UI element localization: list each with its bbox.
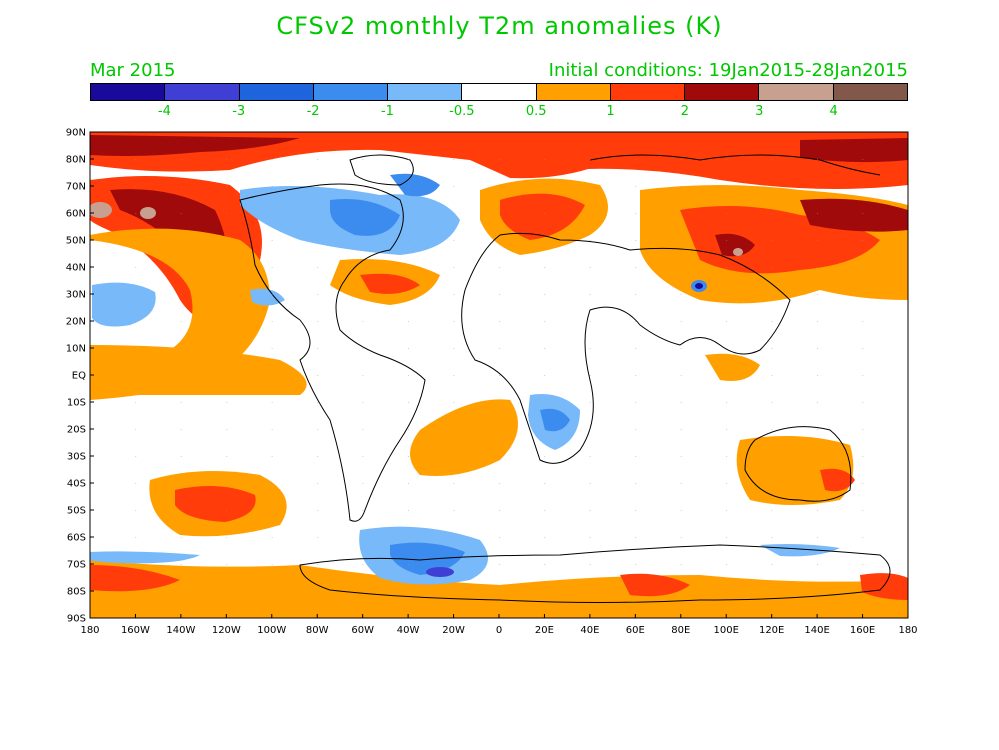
lat-tick-label: 60N: [66, 209, 86, 220]
legend-label: -1: [380, 104, 394, 119]
legend-label: -0.5: [449, 104, 475, 119]
legend-label: -3: [232, 104, 246, 119]
lat-tick-label: 70N: [66, 182, 86, 193]
lat-tick-label: 90N: [66, 128, 86, 139]
lon-tick-label: 60W: [351, 625, 374, 636]
legend-swatch: [610, 84, 686, 100]
lon-tick-label: 120W: [212, 625, 241, 636]
legend-swatch: [313, 84, 389, 100]
lat-tick-label: 20S: [67, 425, 86, 436]
lat-tick-label: 40S: [67, 479, 86, 490]
legend-swatch: [462, 84, 537, 100]
legend-label: 1: [606, 104, 615, 119]
longitude-axis: 180 160W 140W 120W 100W 80W 60W 40W 20W 0 20E 40E 60…: [80, 614, 918, 636]
lon-tick-label: 20W: [442, 625, 465, 636]
color-legend-labels: -4 -3 -2 -1 -0.5 0.5 1 2 3 4: [0, 104, 999, 120]
lat-tick-label: 80N: [66, 155, 86, 166]
legend-label: -2: [306, 104, 320, 119]
lat-tick-label: 40N: [66, 263, 86, 274]
lon-tick-label: 40W: [397, 625, 420, 636]
legend-label: 4: [829, 104, 838, 119]
legend-swatch: [388, 84, 463, 100]
legend-label: 0.5: [525, 104, 547, 119]
lat-tick-label: 70S: [67, 560, 86, 571]
legend-label: 2: [680, 104, 690, 119]
lat-tick-label: 10S: [67, 398, 86, 409]
lat-tick-label: 30N: [66, 290, 86, 301]
lat-tick-label: 10N: [66, 344, 86, 355]
lat-tick-label: 30S: [67, 452, 86, 463]
legend-swatch: [536, 84, 611, 100]
initial-conditions-label: Initial conditions: 19Jan2015-28Jan2015: [548, 60, 908, 81]
lon-tick-label: 120E: [759, 625, 784, 636]
lat-tick-label: EQ: [72, 371, 86, 382]
map-title: CFSv2 monthly T2m anomalies (K): [276, 12, 723, 40]
lat-tick-label: 90S: [67, 614, 86, 625]
lon-tick-label: 160E: [850, 625, 875, 636]
lon-tick-label: 180: [80, 625, 99, 636]
lon-tick-label: 60E: [626, 625, 645, 636]
lon-tick-label: 80E: [671, 625, 690, 636]
lon-tick-label: 20E: [535, 625, 554, 636]
lon-tick-label: 0: [496, 625, 502, 636]
color-legend-bar: [90, 83, 908, 101]
legend-swatch: [239, 84, 314, 100]
lon-tick-label: 80W: [306, 625, 329, 636]
lon-tick-label: 180: [898, 625, 917, 636]
lon-tick-label: 140E: [804, 625, 829, 636]
legend-swatch: [685, 84, 760, 100]
anomaly-field: [90, 132, 908, 618]
lon-tick-label: 100E: [714, 625, 739, 636]
lat-tick-label: 50S: [67, 506, 86, 517]
legend-swatch: [165, 84, 240, 100]
lon-tick-label: 140W: [166, 625, 195, 636]
legend-swatch: [91, 84, 166, 100]
lon-tick-label: 40E: [580, 625, 599, 636]
lat-tick-label: 50N: [66, 236, 86, 247]
latitude-axis: 90N 80N 70N 60N 50N 40N 30N 20N 10N EQ 10S 20S 30S 40…: [66, 128, 94, 625]
forecast-month-label: Mar 2015: [90, 60, 176, 81]
lat-tick-label: 20N: [66, 317, 86, 328]
legend-label: 3: [755, 104, 764, 119]
lon-tick-label: 100W: [257, 625, 286, 636]
legend-swatch: [833, 84, 907, 100]
lat-tick-label: 80S: [67, 587, 86, 598]
legend-swatch: [759, 84, 834, 100]
lat-tick-label: 60S: [67, 533, 86, 544]
legend-label: -4: [157, 104, 171, 119]
lon-tick-label: 160W: [121, 625, 150, 636]
